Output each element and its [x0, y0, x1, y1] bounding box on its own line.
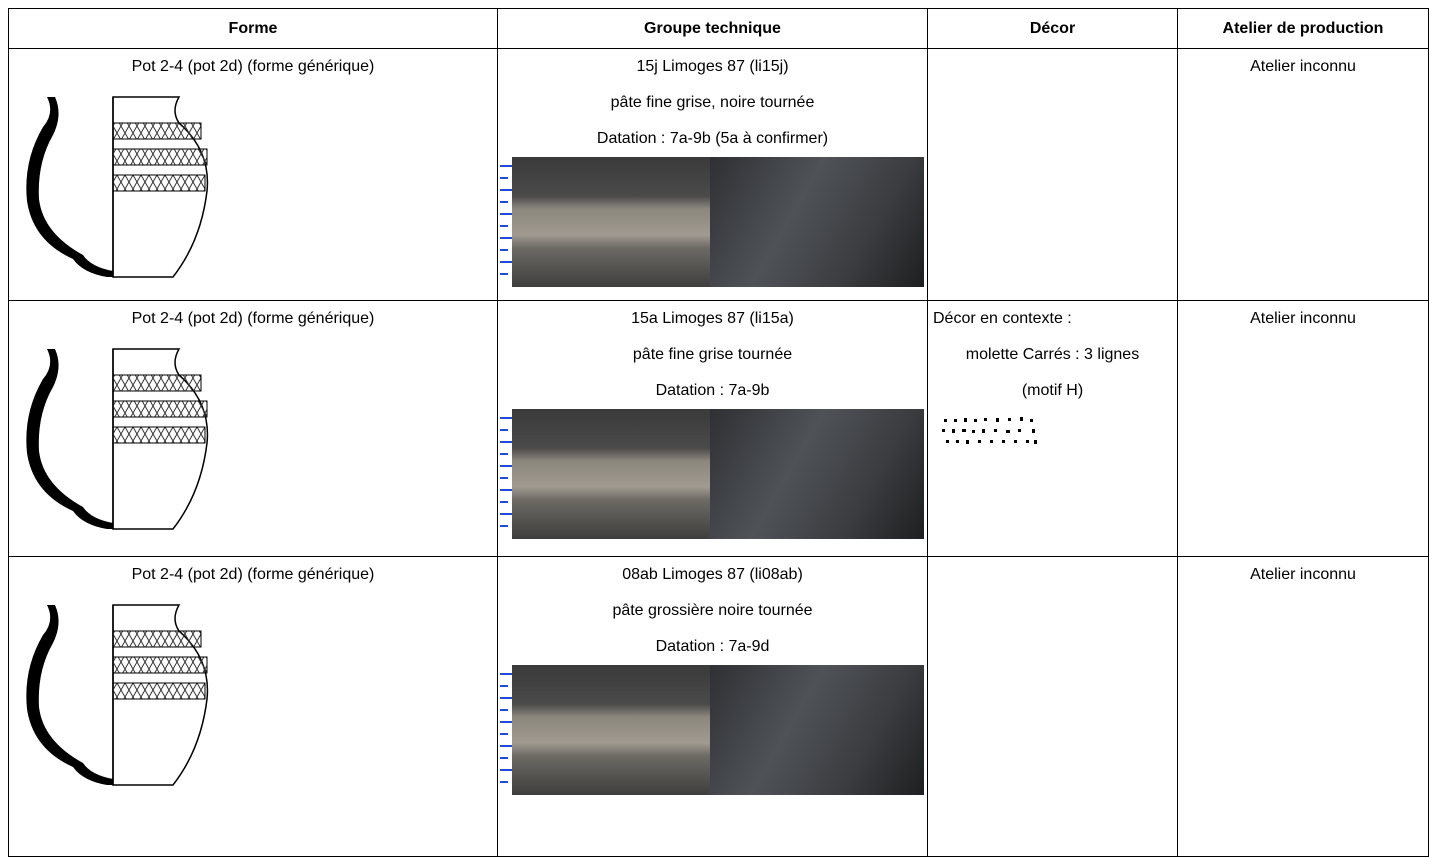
pot-drawing [21, 343, 211, 535]
sherd-photo-section [512, 665, 710, 795]
groupe-line: Datation : 7a-9d [498, 629, 927, 665]
sherd-photo-surface [710, 409, 924, 539]
groupe-cell: 15a Limoges 87 (li15a)pâte fine grise to… [498, 301, 928, 557]
scale-ruler [500, 409, 512, 539]
scale-ruler [500, 665, 512, 795]
pot-drawing [21, 599, 211, 791]
sherd-photo-surface [710, 665, 924, 795]
decor-line: Décor en contexte : [928, 301, 1177, 337]
decor-cell [928, 49, 1178, 301]
atelier-cell: Atelier inconnu [1178, 49, 1429, 301]
atelier-label: Atelier inconnu [1178, 557, 1428, 593]
groupe-line: 15a Limoges 87 (li15a) [498, 301, 927, 337]
pot-drawing [21, 91, 211, 283]
groupe-cell: 08ab Limoges 87 (li08ab)pâte grossière n… [498, 557, 928, 857]
groupe-line: Datation : 7a-9b (5a à confirmer) [498, 121, 927, 157]
forme-label: Pot 2-4 (pot 2d) (forme générique) [9, 557, 497, 593]
groupe-line: 08ab Limoges 87 (li08ab) [498, 557, 927, 593]
header-cell: Groupe technique [498, 9, 928, 49]
sherd-photo-section [512, 409, 710, 539]
groupe-line: pâte fine grise, noire tournée [498, 85, 927, 121]
groupe-cell: 15j Limoges 87 (li15j)pâte fine grise, n… [498, 49, 928, 301]
atelier-label: Atelier inconnu [1178, 49, 1428, 85]
groupe-line: pâte grossière noire tournée [498, 593, 927, 629]
table-row: Pot 2-4 (pot 2d) (forme générique) 15a L… [9, 301, 1429, 557]
header-cell: Décor [928, 9, 1178, 49]
sherd-photo-surface [710, 157, 924, 287]
table-body: Pot 2-4 (pot 2d) (forme générique) 15j L… [9, 49, 1429, 857]
forme-label: Pot 2-4 (pot 2d) (forme générique) [9, 49, 497, 85]
forme-cell: Pot 2-4 (pot 2d) (forme générique) [9, 301, 498, 557]
decor-cell: Décor en contexte :molette Carrés : 3 li… [928, 301, 1178, 557]
decor-motif [940, 415, 1040, 447]
atelier-cell: Atelier inconnu [1178, 557, 1429, 857]
groupe-line: Datation : 7a-9b [498, 373, 927, 409]
groupe-line: 15j Limoges 87 (li15j) [498, 49, 927, 85]
atelier-label: Atelier inconnu [1178, 301, 1428, 337]
forme-cell: Pot 2-4 (pot 2d) (forme générique) [9, 557, 498, 857]
decor-line: (motif H) [928, 373, 1177, 409]
sherd-photos [500, 409, 927, 539]
scale-ruler [500, 157, 512, 287]
header-cell: Forme [9, 9, 498, 49]
sherd-photos [500, 157, 927, 287]
header-cell: Atelier de production [1178, 9, 1429, 49]
decor-line: molette Carrés : 3 lignes [928, 337, 1177, 373]
decor-cell [928, 557, 1178, 857]
atelier-cell: Atelier inconnu [1178, 301, 1429, 557]
ceramics-table: Forme Groupe technique Décor Atelier de … [8, 8, 1429, 857]
table-row: Pot 2-4 (pot 2d) (forme générique) 15j L… [9, 49, 1429, 301]
page: Forme Groupe technique Décor Atelier de … [0, 0, 1436, 815]
table-row: Pot 2-4 (pot 2d) (forme générique) 08ab … [9, 557, 1429, 857]
forme-label: Pot 2-4 (pot 2d) (forme générique) [9, 301, 497, 337]
sherd-photos [500, 665, 927, 795]
forme-cell: Pot 2-4 (pot 2d) (forme générique) [9, 49, 498, 301]
header-row: Forme Groupe technique Décor Atelier de … [9, 9, 1429, 49]
sherd-photo-section [512, 157, 710, 287]
groupe-line: pâte fine grise tournée [498, 337, 927, 373]
